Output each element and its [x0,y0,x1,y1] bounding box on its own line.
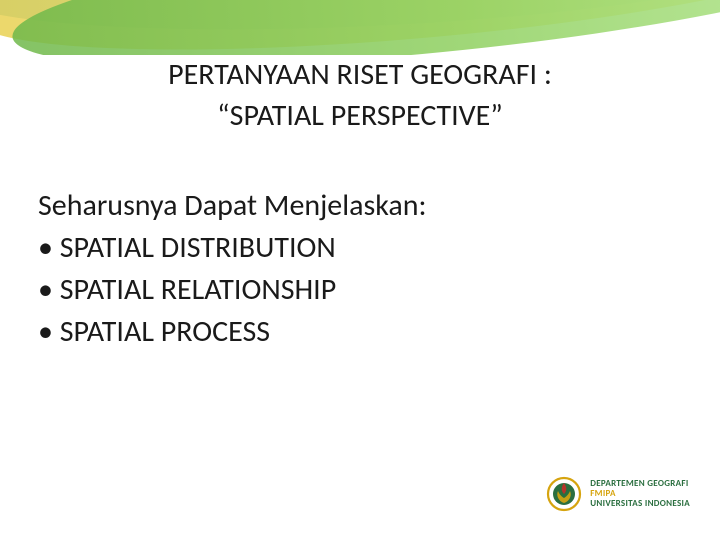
header-decoration [0,0,720,55]
title-line-1: PERTANYAAN RISET GEOGRAFI : [0,55,720,96]
footer-logo: DEPARTEMEN GEOGRAFI FMIPA UNIVERSITAS IN… [546,476,690,512]
title-block: PERTANYAAN RISET GEOGRAFI : “SPATIAL PER… [0,55,720,136]
bullet-2: • SPATIAL RELATIONSHIP [38,269,678,311]
content-intro: Seharusnya Dapat Menjelaskan: [38,185,678,227]
title-line-2: “SPATIAL PERSPECTIVE” [0,96,720,137]
swoosh-green [6,0,720,55]
bullet-3: • SPATIAL PROCESS [38,311,678,353]
content-block: Seharusnya Dapat Menjelaskan: • SPATIAL … [38,185,678,353]
logo-line-3: UNIVERSITAS INDONESIA [590,499,690,509]
slide: PERTANYAAN RISET GEOGRAFI : “SPATIAL PER… [0,0,720,540]
logo-text: DEPARTEMEN GEOGRAFI FMIPA UNIVERSITAS IN… [590,479,690,509]
bullet-1: • SPATIAL DISTRIBUTION [38,227,678,269]
logo-mark [546,476,582,512]
university-logo-icon [546,476,582,512]
